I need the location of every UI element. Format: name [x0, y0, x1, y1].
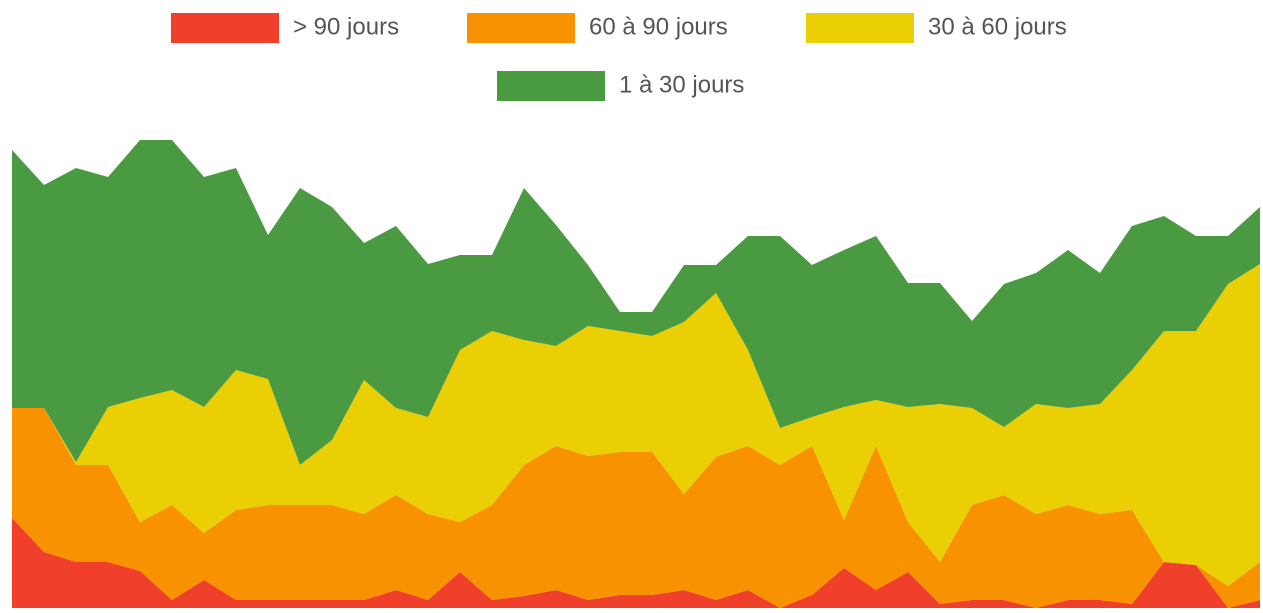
area — [12, 140, 1260, 465]
legend-label: 60 à 90 jours — [589, 13, 728, 40]
legend-label: 1 à 30 jours — [619, 71, 744, 98]
legend-swatch — [171, 13, 279, 43]
area — [12, 518, 1260, 608]
area — [12, 264, 1260, 586]
legend-label: 30 à 60 jours — [928, 13, 1067, 40]
legend-label: > 90 jours — [293, 13, 399, 40]
legend-swatch — [497, 71, 605, 101]
legend-swatch — [467, 13, 575, 43]
legend-swatch — [806, 13, 914, 43]
area — [12, 408, 1260, 608]
